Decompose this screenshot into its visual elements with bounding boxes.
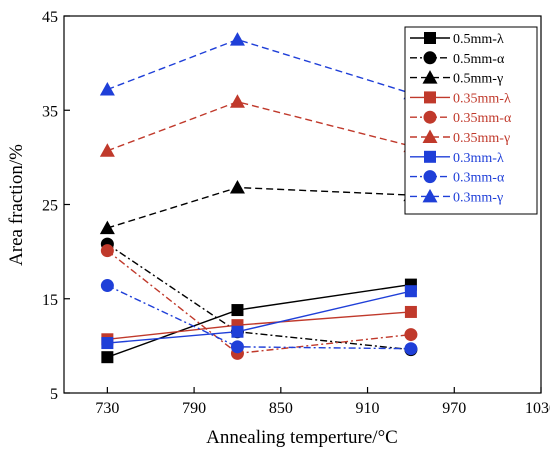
x-tick-label: 850 [269,400,293,417]
legend-entry: 0.35mm-γ [410,129,510,146]
legend-entry: 0.3mm-γ [410,188,503,205]
data-point [100,279,114,293]
data-point [231,325,244,338]
x-tick-label: 730 [95,400,119,417]
data-point [230,340,244,354]
x-tick-label: 970 [442,400,466,417]
data-point [231,304,244,317]
series-group [101,285,417,350]
data-point [404,305,417,318]
legend-label: 0.3mm-λ [453,151,504,166]
y-axis: 5 15 25 35 45 [42,9,70,403]
y-tick-label: 5 [50,386,58,403]
legend-entry: 0.35mm-λ [410,91,511,106]
legend-marker [423,51,437,65]
series-line [107,101,412,152]
legend-label: 0.35mm-λ [453,91,511,106]
legend-label: 0.35mm-α [453,111,512,126]
legend-entry: 0.35mm-α [410,110,512,126]
legend-label: 0.5mm-γ [453,72,503,87]
series-line [107,38,412,94]
data-point [101,351,114,364]
series-line [107,284,411,350]
x-axis: 730 790 850 910 970 1030 [95,387,550,417]
legend-marker [423,170,437,184]
legend-entry: 0.5mm-λ [410,32,504,47]
y-tick-label: 25 [42,198,58,215]
legend-label: 0.35mm-γ [453,131,510,146]
legend-marker [422,188,438,203]
legend-marker [422,129,438,143]
x-tick-label: 790 [182,400,206,417]
data-point [101,337,114,350]
y-tick-label: 45 [42,9,58,26]
data-point [99,82,115,96]
legend-entry: 0.5mm-α [410,51,505,67]
y-tick-label: 15 [42,292,58,309]
legend: 0.5mm-λ 0.5mm-α 0.5mm-γ 0.35mm-λ 0.35mm-α 0.3… [410,32,512,205]
legend-label: 0.3mm-α [453,171,505,186]
legend-marker [424,32,436,44]
x-tick-label: 910 [356,400,380,417]
data-point [404,285,417,298]
data-point [229,180,245,194]
legend-entry: 0.3mm-λ [410,150,504,166]
y-axis-title: Area fraction/% [6,144,27,266]
legend-marker [424,91,436,104]
legend-entry: 0.5mm-γ [410,70,503,87]
legend-marker [424,150,436,163]
legend-label: 0.3mm-γ [453,190,503,205]
data-point [229,94,245,108]
data-point [100,244,114,258]
legend-entry: 0.3mm-α [410,170,505,186]
legend-label: 0.5mm-α [453,52,505,67]
data-point [99,220,115,235]
legend-marker [423,110,437,124]
data-point [404,342,418,356]
legend-marker [422,70,438,84]
data-point [99,143,115,157]
data-point [229,32,245,46]
x-tick-label: 1030 [525,400,550,417]
y-tick-label: 35 [42,103,58,120]
legend-label: 0.5mm-λ [453,32,504,47]
series-group [100,279,418,356]
x-axis-title: Annealing temperture/°C [206,427,398,448]
data-point [404,328,418,342]
